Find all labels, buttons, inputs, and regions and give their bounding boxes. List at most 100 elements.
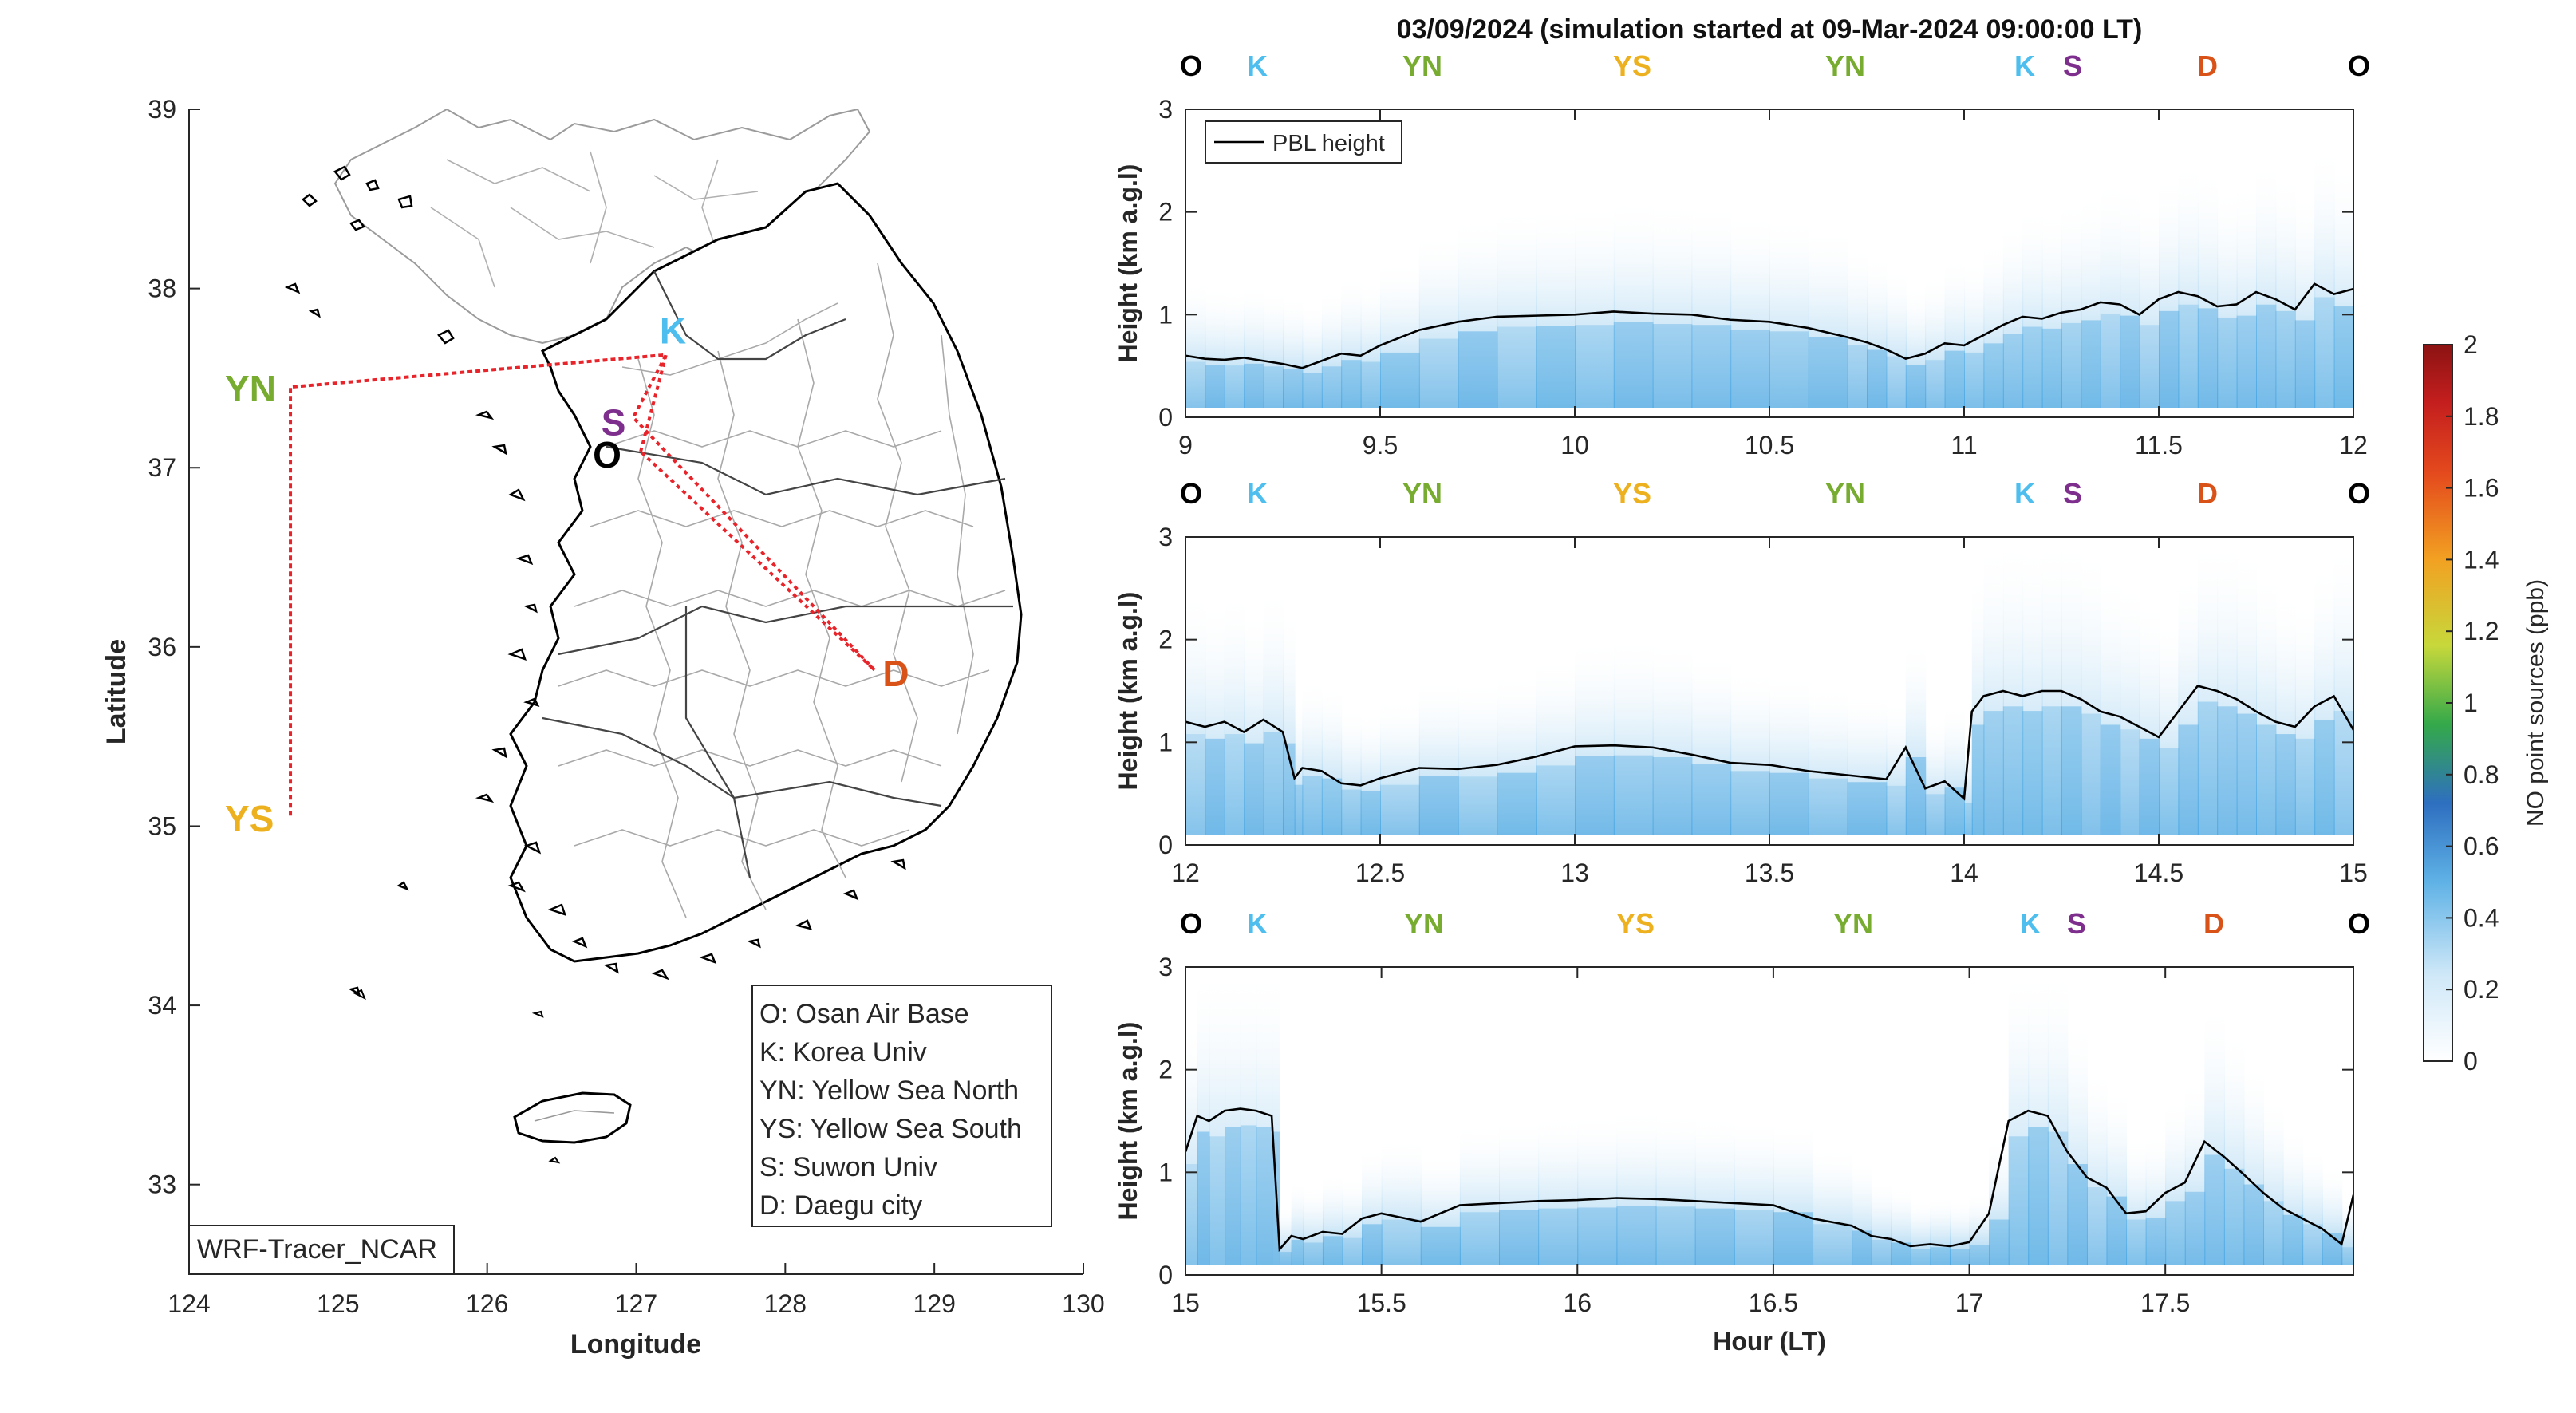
tracer-column bbox=[1283, 295, 1304, 408]
tracer-column bbox=[1240, 967, 1257, 1265]
tracer-core bbox=[1459, 1212, 1501, 1265]
tracer-column bbox=[1244, 283, 1264, 408]
tracer-column bbox=[1197, 967, 1210, 1265]
tracer-column bbox=[1225, 967, 1241, 1265]
tracer-column bbox=[1691, 201, 1732, 409]
pbl-height-line bbox=[1185, 282, 2353, 369]
x-tick-label: 13.5 bbox=[1745, 858, 1794, 887]
tracer-column bbox=[1459, 1122, 1501, 1265]
colorbar-tick-label: 1.2 bbox=[2464, 617, 2499, 645]
tracer-column bbox=[1256, 967, 1273, 1265]
tracer-column bbox=[1964, 736, 1973, 835]
tracer-column bbox=[1886, 699, 1907, 835]
site-marker-ys: YS bbox=[1613, 477, 1651, 510]
tracer-column bbox=[2165, 1098, 2186, 1265]
tracer-column bbox=[2217, 537, 2238, 835]
x-tick-label: 15 bbox=[1171, 1289, 1200, 1317]
tracer-core bbox=[2041, 706, 2062, 835]
tracer-core bbox=[1813, 1224, 1853, 1265]
colorbar-tick-label: 0.8 bbox=[2464, 760, 2499, 789]
tracer-core bbox=[2002, 706, 2024, 835]
tracer-column bbox=[1362, 1147, 1383, 1265]
colorbar-tick-label: 1 bbox=[2464, 689, 2478, 717]
tracer-core bbox=[1256, 1127, 1273, 1265]
tracer-core bbox=[1808, 337, 1848, 408]
map-y-tick-label: 37 bbox=[148, 453, 176, 482]
y-tick-label: 3 bbox=[1158, 95, 1173, 124]
map-x-tick-label: 128 bbox=[764, 1289, 807, 1318]
tracer-column bbox=[1925, 716, 1946, 835]
tracer-core bbox=[1944, 787, 1965, 835]
tracer-column bbox=[2333, 162, 2353, 408]
map-x-tick-label: 129 bbox=[913, 1289, 955, 1318]
tracer-core bbox=[1185, 734, 1206, 835]
tracer-core bbox=[1905, 364, 1927, 408]
tracer-core bbox=[2314, 720, 2335, 835]
tracer-column bbox=[1808, 684, 1848, 835]
tracer-core bbox=[1769, 331, 1809, 408]
tracer-column bbox=[2067, 1020, 2088, 1265]
tracer-core bbox=[2333, 711, 2353, 835]
tracer-column bbox=[1224, 287, 1245, 408]
site-marker-o: O bbox=[2348, 49, 2370, 82]
tracer-column bbox=[1302, 677, 1323, 835]
tracer-core bbox=[2178, 304, 2199, 408]
tracer-core bbox=[2067, 1164, 2088, 1265]
tracer-column bbox=[1244, 610, 1264, 835]
map-land bbox=[284, 109, 1023, 1164]
tracer-column bbox=[1263, 586, 1284, 835]
tracer-column bbox=[2047, 967, 2069, 1265]
south-korea-outline bbox=[509, 182, 1023, 963]
tracer-column bbox=[1420, 1153, 1461, 1265]
tracer-core bbox=[1886, 785, 1907, 835]
tracer-column bbox=[2294, 600, 2316, 835]
tracer-column bbox=[1185, 1020, 1198, 1265]
colorbar-tick-label: 1.4 bbox=[2464, 545, 2499, 574]
tracer-core bbox=[1925, 794, 1946, 835]
tracer-core bbox=[1536, 326, 1576, 408]
tracer-column bbox=[1381, 1137, 1422, 1265]
tracer-core bbox=[2086, 1186, 2108, 1265]
tracer-core bbox=[1930, 1247, 1951, 1265]
map-panel: K YN SO YS D 124 125 126 127 128 129 130 Longitude… bbox=[101, 95, 1105, 1360]
map-x-tick-label: 127 bbox=[615, 1289, 657, 1318]
site-marker-yn: YN bbox=[1825, 477, 1865, 510]
tracer-column bbox=[2139, 600, 2160, 835]
site-label-o: O bbox=[593, 434, 621, 476]
tracer-column bbox=[1497, 205, 1537, 408]
tracer-core bbox=[2008, 1136, 2030, 1265]
tracer-field bbox=[1185, 143, 2353, 409]
tracer-column bbox=[2061, 537, 2082, 835]
site-marker-k: K bbox=[2014, 477, 2035, 510]
tracer-core bbox=[1499, 1210, 1540, 1265]
tracer-column bbox=[2178, 159, 2199, 408]
tracer-core bbox=[2263, 1201, 2284, 1265]
legend-item-YN: YN: Yellow Sea North bbox=[759, 1076, 1019, 1106]
tracer-column bbox=[1575, 201, 1615, 409]
tracer-core bbox=[2217, 706, 2238, 835]
figure-title: 03/09/2024 (simulation started at 09-Mar… bbox=[1397, 14, 2143, 45]
x-tick-label: 17 bbox=[1955, 1289, 1984, 1317]
tracer-core bbox=[2120, 729, 2140, 835]
tracer-core bbox=[2256, 304, 2277, 408]
tracer-column bbox=[1536, 203, 1576, 408]
site-label-s: S bbox=[602, 401, 626, 443]
tracer-core bbox=[2159, 310, 2180, 408]
tracer-column bbox=[1536, 657, 1576, 835]
tracer-column bbox=[1930, 1195, 1951, 1265]
tracer-column bbox=[1813, 1147, 1853, 1265]
site-label-d: D bbox=[882, 653, 909, 694]
site-marker-o: O bbox=[1180, 907, 1202, 940]
tracer-core bbox=[1321, 778, 1343, 835]
tracer-column bbox=[1341, 275, 1362, 408]
tracer-column bbox=[1691, 653, 1732, 835]
x-tick-label: 9 bbox=[1178, 431, 1193, 460]
site-marker-d: D bbox=[2203, 907, 2224, 940]
site-marker-yn: YN bbox=[1402, 477, 1442, 510]
tracer-column bbox=[1538, 1114, 1579, 1265]
tracer-core bbox=[1964, 352, 1985, 408]
tracer-column bbox=[2159, 619, 2180, 835]
tracer-column bbox=[2294, 191, 2316, 408]
y-tick-label: 3 bbox=[1158, 953, 1173, 981]
tracer-column bbox=[2184, 1079, 2206, 1265]
